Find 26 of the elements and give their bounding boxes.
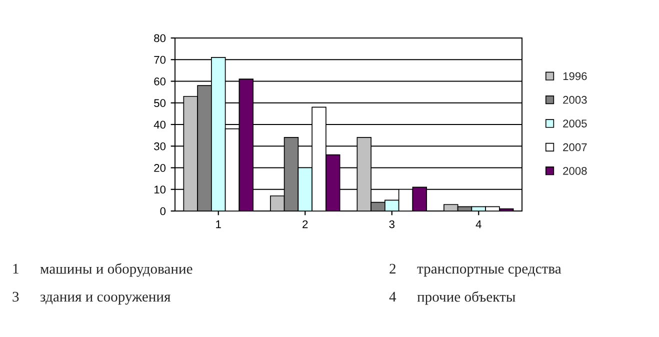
x-tick-label: 1	[216, 220, 221, 228]
y-tick-label: 20	[154, 164, 166, 172]
y-tick-label: 30	[154, 142, 166, 150]
x-tick-label: 4	[476, 220, 482, 228]
legend-label: 2007	[563, 143, 587, 152]
text: здания и сооружения	[40, 294, 170, 305]
y-tick-label: 70	[154, 56, 166, 64]
legend-label: 1996	[563, 72, 587, 80]
y-tick-label: 0	[160, 207, 166, 216]
legend-label: 2003	[563, 96, 587, 104]
legend-label: 2008	[563, 166, 587, 175]
y-tick-label: 50	[154, 99, 166, 108]
text: машины и оборудование	[40, 263, 192, 277]
x-tick-label: 2	[302, 220, 308, 228]
y-tick-label: 60	[154, 78, 166, 86]
text: прочие объекты	[417, 291, 516, 305]
y-tick-label: 10	[154, 186, 166, 194]
text: 3	[12, 292, 19, 302]
y-tick-label: 80	[154, 34, 166, 42]
text: 1	[13, 264, 18, 274]
legend-label: 2005	[563, 120, 587, 128]
text: 4	[389, 292, 396, 302]
text: 2	[390, 264, 396, 274]
y-tick-label: 40	[154, 120, 166, 129]
x-tick-label: 3	[389, 220, 394, 228]
text: транспортные средства	[417, 266, 562, 277]
